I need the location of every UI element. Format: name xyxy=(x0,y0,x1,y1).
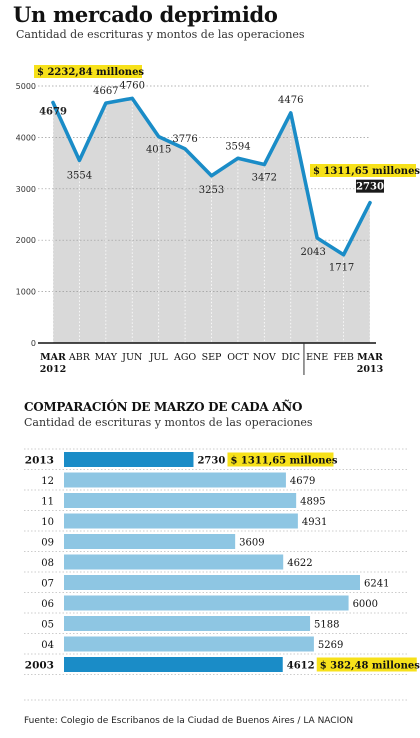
x-tick-label: ENE xyxy=(306,352,328,363)
value-label: 3594 xyxy=(225,141,250,152)
value-label: 2730 xyxy=(356,182,384,193)
category-label: 12 xyxy=(41,476,54,487)
year-label: 2012 xyxy=(40,364,66,375)
source-note: Fuente: Colegio de Escribanos de la Ciud… xyxy=(24,716,354,726)
bar-value-label: 4679 xyxy=(290,476,315,487)
bar-value-label: 6000 xyxy=(353,599,378,610)
x-tick-label: FEB xyxy=(333,352,354,363)
x-tick-label: JUN xyxy=(121,352,142,363)
bar-value-label: 4612 xyxy=(287,661,315,672)
bar xyxy=(64,595,349,611)
bar xyxy=(64,452,194,467)
category-label: 11 xyxy=(41,497,54,508)
value-label-box xyxy=(356,179,384,193)
x-tick-label: NOV xyxy=(253,352,276,363)
x-tick-label: JUL xyxy=(149,352,169,363)
x-tick-label: MAR xyxy=(40,352,66,363)
category-label: 04 xyxy=(41,640,54,651)
bar-value-label: 6241 xyxy=(364,579,389,590)
value-label: 4667 xyxy=(93,86,118,97)
x-tick-label: SEP xyxy=(202,352,222,363)
bar-value-label: 4931 xyxy=(302,517,327,528)
category-label: 05 xyxy=(41,620,54,631)
value-label: 1717 xyxy=(329,263,354,274)
value-label: 4015 xyxy=(146,145,171,156)
category-label: 10 xyxy=(41,517,54,528)
comparison-subtitle: Cantidad de escrituras y montos de las o… xyxy=(24,416,313,429)
bar-value-label: 4895 xyxy=(300,497,325,508)
money-label-start-bg xyxy=(34,65,142,78)
x-tick-label: MAY xyxy=(95,352,118,363)
money-label-start: $ 2232,84 millones xyxy=(37,67,144,78)
y-tick-label: 5000 xyxy=(16,82,36,91)
comparison-title: COMPARACIÓN DE MARZO DE CADA AÑO xyxy=(24,400,303,414)
x-tick-label: DIC xyxy=(281,352,300,363)
bar xyxy=(64,575,360,590)
category-label: 2013 xyxy=(25,455,54,467)
money-label-2003: $ 382,48 millones xyxy=(320,661,420,672)
category-label: 08 xyxy=(41,558,54,569)
x-tick-label: MAR xyxy=(357,352,383,363)
bar-value-label: 3609 xyxy=(239,538,264,549)
category-label: 2003 xyxy=(25,660,54,672)
money-label-end: $ 1311,65 millones xyxy=(313,166,420,177)
category-label: 09 xyxy=(41,538,54,549)
bar-value-label: 4622 xyxy=(287,558,312,569)
bar xyxy=(64,513,298,529)
money-label-end-bg xyxy=(310,164,416,177)
category-label: 06 xyxy=(41,599,54,610)
bar-value-label: 5269 xyxy=(318,640,343,651)
y-tick-label: 3000 xyxy=(16,185,36,194)
bar xyxy=(64,472,286,488)
chart-subtitle: Cantidad de escrituras y montos de las o… xyxy=(16,28,305,41)
money-label-2003-bg xyxy=(316,657,417,672)
bar-value-label: 5188 xyxy=(314,620,339,631)
bar xyxy=(64,493,297,508)
bar xyxy=(64,616,311,631)
x-tick-label: ABR xyxy=(68,352,91,363)
value-label: 3554 xyxy=(67,170,92,181)
y-tick-label: 0 xyxy=(31,339,36,348)
bar xyxy=(64,636,314,652)
value-label: 3253 xyxy=(199,185,224,196)
y-tick-label: 4000 xyxy=(16,133,36,142)
y-tick-label: 2000 xyxy=(16,236,36,245)
value-label: 4679 xyxy=(39,106,67,117)
bar-value-label: 2730 xyxy=(197,456,225,467)
bar xyxy=(64,657,283,672)
bar xyxy=(64,534,236,549)
category-label: 07 xyxy=(41,579,54,590)
value-label: 2043 xyxy=(300,247,325,258)
series-line xyxy=(51,96,372,257)
value-label: 4760 xyxy=(120,80,145,91)
money-label-2013: $ 1311,65 millones xyxy=(230,456,337,467)
money-label-2013-bg xyxy=(227,452,334,467)
value-label: 3776 xyxy=(172,134,197,145)
y-tick-label: 1000 xyxy=(16,288,36,297)
x-tick-label: OCT xyxy=(227,352,249,363)
value-label: 4476 xyxy=(278,95,303,106)
chart-title: Un mercado deprimido xyxy=(13,2,278,27)
bar xyxy=(64,554,284,570)
value-label: 3472 xyxy=(252,173,277,184)
year-label: 2013 xyxy=(357,364,383,375)
x-tick-label: AGO xyxy=(173,352,196,363)
